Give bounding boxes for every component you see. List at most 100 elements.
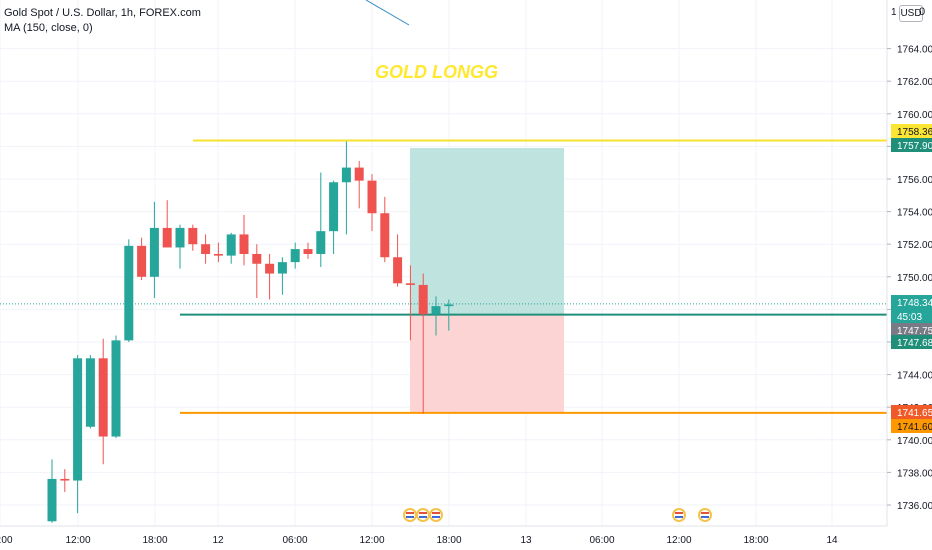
candle[interactable]	[175, 224, 185, 269]
candle-body	[418, 284, 428, 315]
candle-body	[47, 478, 57, 522]
candle[interactable]	[124, 239, 134, 342]
price-label-text: 1758.36	[897, 127, 932, 138]
candle-body	[201, 244, 211, 254]
flag-stripe-icon	[406, 516, 414, 518]
event-icon-face	[700, 510, 710, 520]
economic-event-icon[interactable]	[698, 508, 712, 522]
price-label-entry[interactable]: 1747.68	[891, 335, 932, 349]
time-tick-label: 06:00	[589, 535, 614, 546]
candle[interactable]	[98, 338, 108, 465]
candle[interactable]	[60, 469, 70, 492]
annotation-text[interactable]: GOLD LONGG	[375, 62, 498, 82]
flag-stripe-icon	[419, 516, 427, 518]
grid	[0, 0, 887, 526]
price-tick-label: 1744.00	[897, 371, 932, 382]
candle[interactable]	[380, 196, 390, 263]
candle-body	[277, 262, 287, 274]
candle-body	[213, 253, 223, 256]
symbol-title[interactable]: Gold Spot / U.S. Dollar, 1h, FOREX.com	[4, 7, 201, 19]
candles	[47, 141, 454, 523]
trend-line[interactable]	[365, 0, 410, 26]
price-label-stop[interactable]: 1741.60	[891, 419, 932, 433]
price-label-bg	[891, 419, 932, 433]
candle-body	[444, 304, 454, 307]
flag-stripe-icon	[701, 512, 709, 514]
flag-stripe-icon	[675, 512, 683, 514]
candle-body	[367, 180, 377, 214]
price-label-bg	[891, 295, 932, 309]
candle[interactable]	[111, 335, 121, 439]
economic-event-icon[interactable]	[403, 508, 417, 522]
candle[interactable]	[252, 244, 262, 298]
candle-body	[73, 358, 83, 481]
price-label-last[interactable]: 1748.34	[891, 295, 932, 309]
candle[interactable]	[239, 214, 249, 266]
candle[interactable]	[162, 200, 172, 248]
time-tick-label: 18:00	[142, 535, 167, 546]
currency-button[interactable]: USD	[899, 5, 923, 22]
candle-body	[162, 227, 172, 248]
flag-stripe-icon	[406, 512, 414, 514]
candle[interactable]	[85, 355, 95, 429]
candle[interactable]	[277, 257, 287, 295]
candle-body	[393, 257, 403, 284]
price-label-bg	[891, 309, 932, 323]
time-tick-label: 06:00	[282, 535, 307, 546]
candle[interactable]	[354, 161, 364, 209]
chart-legend: Gold Spot / U.S. Dollar, 1h, FOREX.com M…	[4, 6, 201, 36]
candle-body	[98, 358, 108, 437]
candle[interactable]	[316, 172, 326, 268]
price-label-stop_line[interactable]: 1741.65	[891, 405, 932, 419]
candle[interactable]	[418, 273, 428, 414]
candle-body	[175, 227, 185, 248]
price-label-countdown[interactable]: 45:03	[891, 309, 932, 323]
stop-loss-zone[interactable]	[410, 314, 564, 413]
candle-body	[85, 358, 95, 427]
economic-event-icon[interactable]	[416, 508, 430, 522]
candle[interactable]	[201, 234, 211, 264]
time-axis-bg	[0, 526, 932, 550]
economic-event-icon[interactable]	[429, 508, 443, 522]
candle[interactable]	[73, 355, 83, 514]
price-label-text: 1741.60	[897, 422, 932, 433]
price-label-target[interactable]: 1757.90	[891, 138, 932, 152]
time-tick-label: 12:00	[666, 535, 691, 546]
price-tick-label: 1756.00	[897, 175, 932, 186]
economic-event-icon[interactable]	[672, 508, 686, 522]
candle[interactable]	[137, 237, 147, 281]
price-label-resistance[interactable]: 1758.36	[891, 124, 932, 138]
event-icon-face	[405, 510, 415, 520]
candle[interactable]	[188, 224, 198, 251]
candle-body	[405, 283, 415, 285]
time-tick-label: 18:00	[436, 535, 461, 546]
time-tick-label: 13	[520, 535, 532, 546]
candle-body	[303, 249, 313, 254]
take-profit-zone[interactable]	[410, 148, 564, 315]
candle[interactable]	[303, 242, 313, 259]
price-label-text: 1748.34	[897, 298, 932, 309]
candle[interactable]	[265, 253, 275, 300]
candle[interactable]	[329, 180, 339, 254]
candle[interactable]	[405, 265, 415, 341]
price-tick-label: 1764.00	[897, 45, 932, 56]
candle[interactable]	[444, 299, 454, 331]
candle[interactable]	[393, 234, 403, 287]
candle[interactable]	[431, 296, 441, 336]
candle[interactable]	[226, 232, 236, 264]
indicator-label[interactable]: MA (150, close, 0)	[4, 22, 93, 34]
candle[interactable]	[213, 242, 223, 263]
candle[interactable]	[367, 174, 377, 232]
settings-icon[interactable]: 0	[919, 6, 926, 18]
price-label-bg	[891, 323, 932, 337]
candle[interactable]	[341, 141, 351, 235]
candle[interactable]	[149, 201, 159, 298]
candle[interactable]	[290, 242, 300, 269]
candle-body	[239, 234, 249, 254]
price-label-bid[interactable]: 1747.75	[891, 323, 932, 337]
candle[interactable]	[47, 459, 57, 523]
candle-body	[124, 245, 134, 341]
candle-body	[252, 253, 262, 264]
candle-body	[431, 306, 441, 315]
